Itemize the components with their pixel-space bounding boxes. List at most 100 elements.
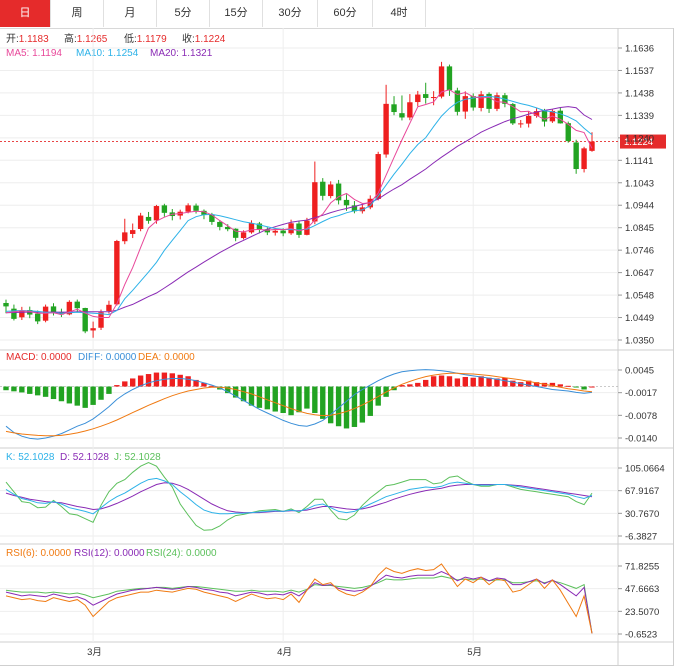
candle xyxy=(589,132,595,152)
candle xyxy=(423,82,429,104)
candle-body xyxy=(320,181,326,196)
ma5-line xyxy=(5,89,593,318)
kdj-tick-label: 30.7670 xyxy=(625,509,659,520)
candle-body xyxy=(225,226,231,230)
tab-7[interactable]: 4时 xyxy=(373,0,426,27)
candle-body xyxy=(193,205,199,211)
macd-bar xyxy=(114,385,120,387)
price-tick-label: 1.0350 xyxy=(625,336,654,347)
chart-canvas: 开:1.1183 高:1.1265 低:1.1179 收:1.1224 MA5:… xyxy=(0,28,673,665)
candle xyxy=(122,218,128,245)
rsi6-line xyxy=(5,563,593,634)
candle xyxy=(185,203,191,214)
price-tick-label: 1.1043 xyxy=(625,178,654,189)
macd-dea-line xyxy=(5,372,593,437)
candle-body xyxy=(201,210,207,215)
tab-3[interactable]: 5分 xyxy=(157,0,210,27)
macd-bar xyxy=(98,386,104,400)
legend-rsi12: RSI(12): 0.0000 xyxy=(74,548,145,559)
candle-body xyxy=(82,307,88,332)
period-tabs: 日周月 5分 15分 30分 60分 4时 xyxy=(0,0,674,29)
candle-body xyxy=(304,220,310,235)
candle-body xyxy=(217,221,223,227)
tab-4[interactable]: 15分 xyxy=(210,0,263,27)
grid-lines xyxy=(0,28,673,665)
price-tick-label: 1.1636 xyxy=(625,44,654,55)
chart-frame: 开:1.1183 高:1.1265 低:1.1179 收:1.1224 MA5:… xyxy=(0,28,674,666)
candle-body xyxy=(296,223,302,235)
candle xyxy=(256,221,263,234)
macd-bar xyxy=(74,386,80,406)
candle xyxy=(359,204,366,214)
candle-body xyxy=(351,205,358,212)
candle-body xyxy=(454,90,461,112)
candle-body xyxy=(343,199,350,206)
macd-bar xyxy=(399,385,405,387)
macd-bar xyxy=(106,386,112,394)
candle-body xyxy=(106,304,112,311)
candle-body xyxy=(573,142,579,170)
tab-2[interactable]: 月 xyxy=(104,0,157,27)
candle-body xyxy=(34,313,41,322)
macd-bar xyxy=(573,386,579,388)
macd-bar xyxy=(232,386,239,398)
kdj-tick-label: 105.0664 xyxy=(625,464,665,475)
macd-bar xyxy=(272,386,278,412)
macd-bar xyxy=(42,386,49,397)
candle-body xyxy=(391,104,397,113)
macd-bar xyxy=(201,382,207,387)
tab-1[interactable]: 周 xyxy=(51,0,104,27)
candle-body xyxy=(19,310,25,318)
candle xyxy=(177,209,183,220)
candle-body xyxy=(438,66,445,97)
macd-bar xyxy=(565,385,571,387)
macd-bar xyxy=(240,386,247,402)
legend-low: 低:1.1179 xyxy=(124,32,167,45)
macd-tick-label: 0.0045 xyxy=(625,366,654,377)
price-tick-label: 1.1438 xyxy=(625,88,654,99)
candle xyxy=(462,91,468,119)
macd-bar xyxy=(351,386,358,427)
tab-0[interactable]: 日 xyxy=(0,0,51,27)
candle-body xyxy=(153,206,160,221)
legend-close: 收:1.1224 xyxy=(182,32,226,45)
rsi-tick-label: 23.5070 xyxy=(625,607,659,618)
legend-open: 开:1.1183 xyxy=(6,34,49,45)
macd-bar xyxy=(327,386,334,424)
candle-body xyxy=(312,182,318,222)
candle-body xyxy=(240,232,247,239)
candle-body xyxy=(415,94,421,103)
ma20-line xyxy=(5,106,593,314)
legend-high: 高:1.1265 xyxy=(64,32,108,45)
macd-bar xyxy=(470,377,476,387)
candle-body xyxy=(114,241,120,305)
macd-bar xyxy=(225,386,231,394)
tab-5[interactable]: 30分 xyxy=(263,0,318,27)
candle xyxy=(19,306,25,321)
candle-body xyxy=(66,301,73,315)
month-label: 3月 xyxy=(87,647,102,658)
candle-body xyxy=(256,223,263,229)
macd-bar xyxy=(320,386,326,419)
macd-bar xyxy=(407,384,413,387)
candle-body xyxy=(327,184,334,197)
price-tick-label: 1.1240 xyxy=(625,133,654,144)
candle-body xyxy=(209,214,215,222)
macd-bar xyxy=(90,386,96,405)
candle-body xyxy=(130,230,136,234)
month-label: 5月 xyxy=(467,647,482,658)
legend-ma10: MA10: 1.1254 xyxy=(76,48,139,59)
legend-dea: DEA: 0.0000 xyxy=(138,352,195,363)
candle-body xyxy=(90,328,96,331)
macd-tick-label: -0.0017 xyxy=(625,388,657,399)
tab-6[interactable]: 60分 xyxy=(318,0,373,27)
price-tick-label: 1.0746 xyxy=(625,246,654,257)
candle-body xyxy=(399,113,405,118)
macd-bar xyxy=(82,386,88,408)
candle-body xyxy=(423,94,429,98)
legend-j: J: 52.1028 xyxy=(114,452,161,463)
candle-body xyxy=(565,123,571,142)
candle-body xyxy=(525,115,532,124)
macd-bar xyxy=(296,386,302,413)
